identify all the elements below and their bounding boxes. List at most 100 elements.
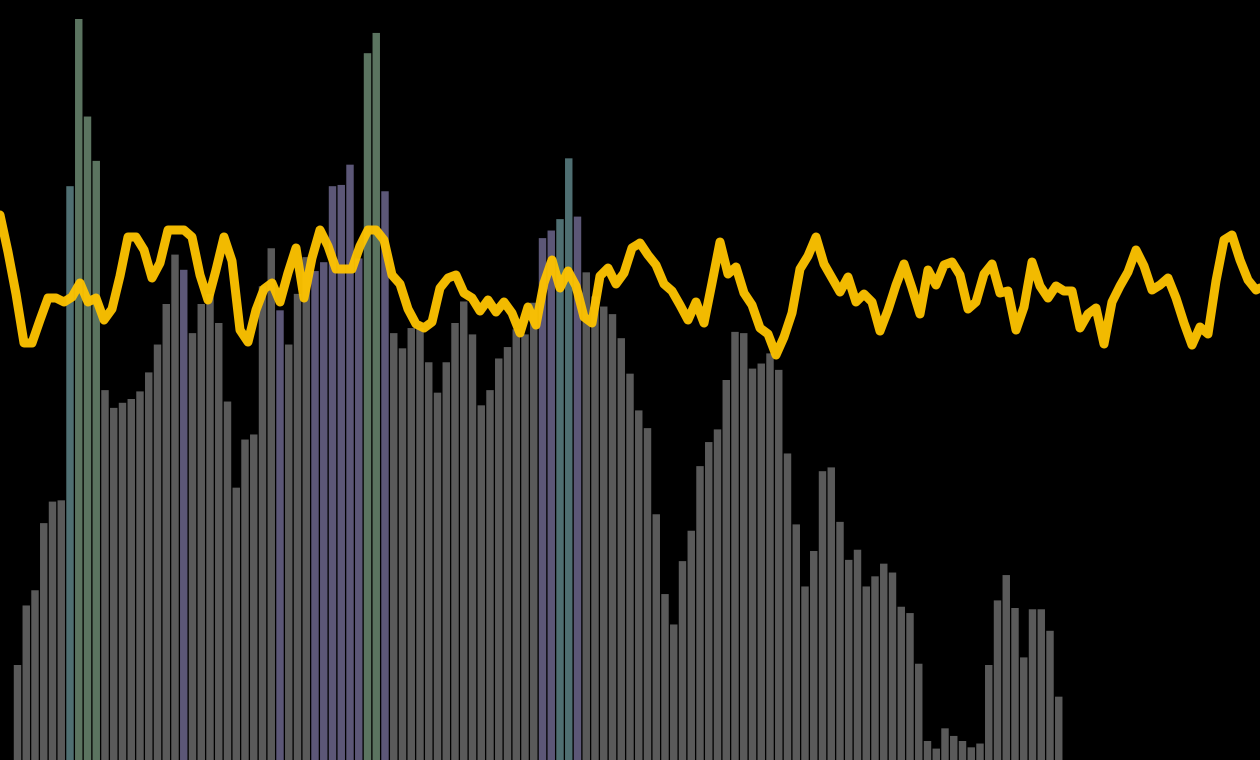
bar-18 [153, 344, 162, 760]
bar-107 [932, 748, 940, 760]
bar-96 [836, 521, 844, 760]
bar-43 [372, 32, 380, 760]
bar-10 [83, 116, 92, 760]
bar-49 [425, 362, 433, 760]
bar-58 [503, 347, 512, 760]
bar-82 [713, 429, 722, 760]
bar-118 [1028, 609, 1037, 760]
bar-32 [276, 310, 284, 760]
bar-59 [512, 329, 520, 760]
bar-108 [941, 728, 949, 760]
bar-41 [355, 258, 363, 760]
bar-73 [635, 410, 643, 760]
bar-65 [565, 158, 573, 760]
bar-14 [118, 402, 127, 760]
bar-102 [888, 572, 897, 760]
bar-90 [783, 453, 792, 760]
bar-57 [495, 358, 503, 760]
bar-15 [127, 399, 135, 760]
bar-55 [477, 405, 485, 760]
bar-121 [1055, 696, 1063, 760]
bar-113 [985, 665, 993, 760]
bar-39 [337, 184, 345, 760]
bar-51 [442, 362, 450, 760]
bar-61 [530, 302, 538, 760]
bar-92 [801, 586, 809, 760]
bar-80 [696, 466, 704, 760]
bar-12 [101, 390, 109, 760]
bar-85 [740, 333, 748, 760]
bar-60 [521, 334, 529, 760]
bar-62 [538, 238, 547, 760]
bar-98 [853, 549, 862, 760]
bar-36 [311, 271, 319, 760]
bar-4 [31, 590, 39, 760]
bar-76 [661, 594, 669, 760]
bar-74 [643, 428, 652, 760]
bar-25 [215, 323, 223, 760]
line-series [0, 210, 1260, 360]
bar-75 [652, 514, 660, 760]
bar-97 [845, 559, 853, 760]
bar-116 [1011, 608, 1019, 760]
bar-19 [162, 304, 170, 760]
bar-54 [468, 334, 477, 760]
bar-30 [258, 286, 267, 760]
bar-120 [1046, 630, 1054, 760]
bar-11 [92, 160, 100, 760]
bar-31 [267, 248, 275, 760]
bar-87 [757, 363, 765, 760]
bar-52 [451, 323, 459, 760]
bar-29 [250, 434, 258, 760]
bar-71 [617, 338, 625, 760]
bar-119 [1037, 609, 1045, 760]
bar-27 [232, 487, 240, 760]
bar-69 [600, 306, 608, 760]
bar-94 [818, 471, 827, 760]
bar-21 [180, 269, 188, 760]
bar-81 [705, 442, 713, 760]
bar-67 [582, 272, 590, 760]
bar-9 [75, 19, 83, 760]
bar-37 [320, 262, 328, 760]
bar-16 [136, 391, 144, 760]
bar-48 [416, 328, 424, 760]
bar-79 [687, 530, 695, 760]
bar-20 [171, 254, 179, 760]
bar-26 [223, 401, 232, 760]
bar-series [13, 19, 1063, 760]
bar-64 [556, 219, 564, 760]
bar-84 [731, 331, 739, 760]
bar-86 [748, 368, 757, 760]
bar-105 [915, 663, 923, 760]
bar-104 [906, 613, 914, 760]
bar-66 [573, 216, 582, 760]
bar-103 [897, 606, 905, 760]
bar-2 [13, 665, 22, 760]
bar-112 [976, 743, 984, 760]
bar-99 [862, 586, 870, 760]
bar-100 [871, 576, 879, 760]
bar-34 [293, 293, 302, 760]
bar-33 [285, 344, 293, 760]
bar-6 [48, 501, 57, 760]
bar-70 [608, 314, 617, 760]
bar-38 [328, 186, 337, 760]
bar-47 [407, 328, 415, 760]
bar-46 [398, 348, 407, 760]
bar-114 [993, 600, 1002, 760]
line-series-layer [0, 210, 1260, 360]
bar-44 [381, 191, 389, 760]
bar-110 [958, 741, 967, 760]
bar-109 [950, 735, 958, 760]
bar-77 [670, 624, 678, 760]
bar-63 [547, 230, 555, 760]
bar-83 [722, 380, 730, 760]
bar-111 [967, 747, 975, 760]
bar-35 [302, 257, 310, 760]
bar-115 [1002, 575, 1010, 760]
bar-95 [827, 467, 835, 760]
bar-78 [678, 561, 687, 760]
bar-89 [775, 369, 783, 760]
